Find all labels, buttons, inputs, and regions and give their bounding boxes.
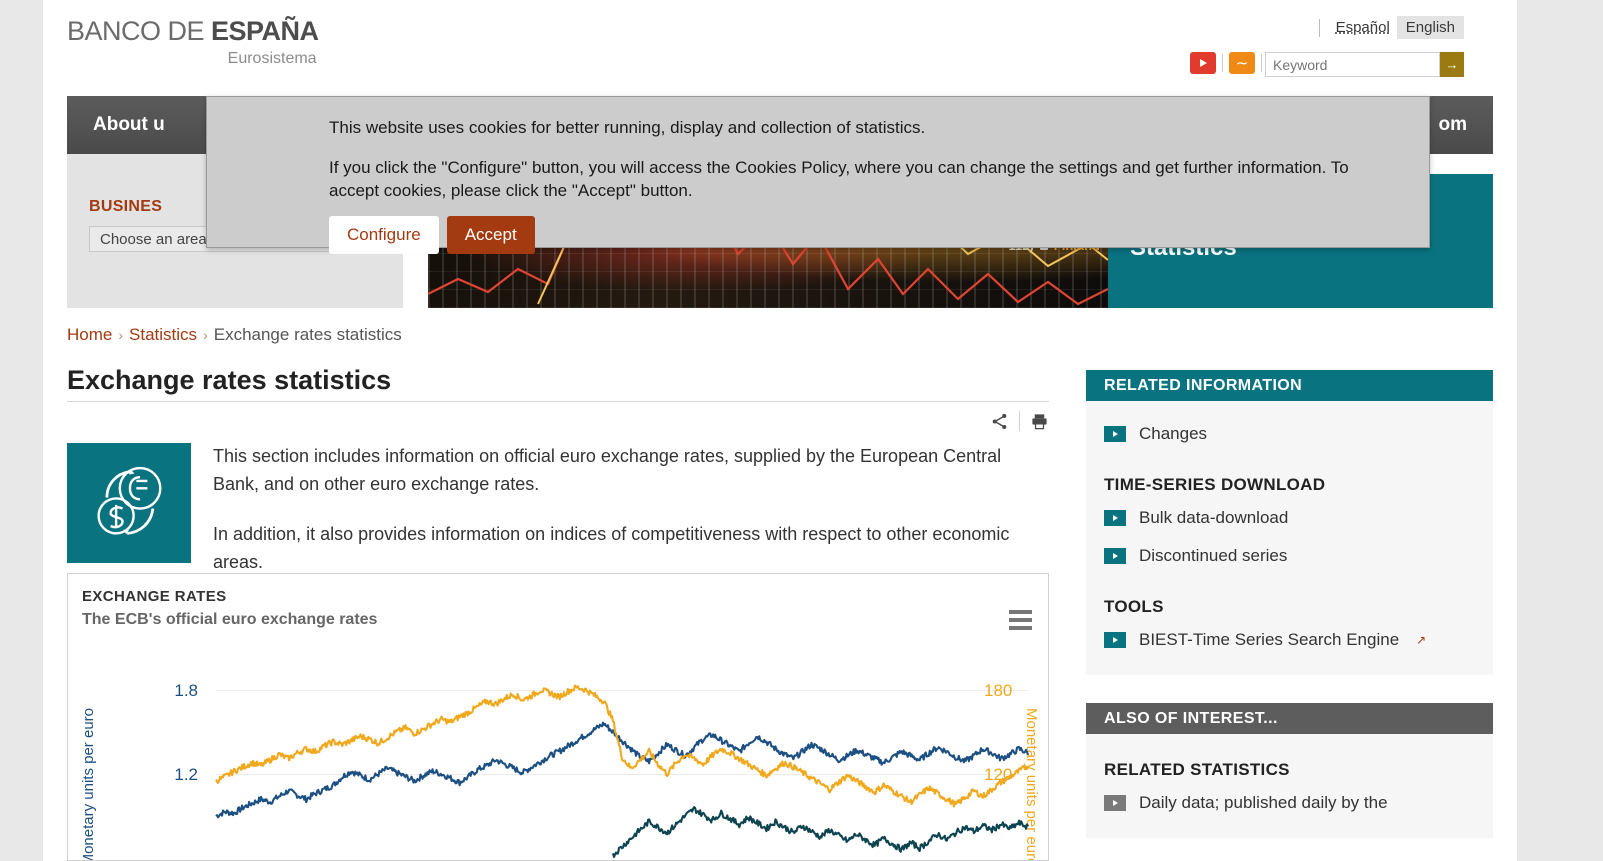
tools-divider [1019,411,1020,431]
chart-ytick-right: 180 [984,681,1013,700]
also-of-interest-body: RELATED STATISTICS Daily data; published… [1086,734,1493,838]
chart-ytick-left: 1.8 [174,681,198,700]
chart-y-axis-label-right: Monetary units per euro [1023,708,1040,861]
exchange-rates-chart-card: EXCHANGE RATES The ECB's official euro e… [67,573,1049,861]
chart-title: EXCHANGE RATES [82,588,227,605]
search-submit-button[interactable]: → [1440,52,1464,77]
sidebar-link-changes[interactable]: Changes [1104,415,1475,453]
arrow-bullet-icon [1104,548,1126,564]
intro-paragraph-1: This section includes information on off… [213,446,1002,494]
youtube-icon[interactable] [1190,52,1216,74]
page-tools [67,403,1049,431]
language-english[interactable]: English [1396,16,1464,39]
sidebar-link-label: Changes [1139,424,1208,443]
print-icon[interactable] [1030,412,1049,431]
sidebar-section-related-statistics: RELATED STATISTICS [1104,760,1290,779]
nav-item-newsroom[interactable]: om [1438,114,1468,135]
cookie-message-line1: This website uses cookies for better run… [329,118,926,137]
sidebar-section-time-series-download: TIME-SERIES DOWNLOAD [1104,475,1326,494]
social-divider [1261,54,1262,72]
related-information-body: Changes TIME-SERIES DOWNLOAD Bulk data-d… [1086,401,1493,675]
language-spanish[interactable]: Español [1335,19,1390,36]
configure-cookies-button[interactable]: Configure [329,216,439,255]
sidebar-link-label: Bulk data-download [1139,508,1289,527]
arrow-bullet-icon [1104,426,1126,442]
logo-secondary-text: Eurosistema [227,50,317,67]
sidebar-link-label: BIEST-Time Series Search Engine [1139,630,1400,649]
site-search: → [1265,52,1464,77]
language-switcher: Español English [1318,16,1464,39]
chart-ytick-left: 1.2 [174,765,198,784]
title-divider [67,401,1049,402]
chart-series-us-dollar [215,721,1030,819]
sidebar-link-label: Discontinued series [1139,546,1288,565]
chart-menu-icon[interactable] [1009,610,1032,630]
cookie-consent-dialog: This website uses cookies for better run… [206,96,1430,255]
breadcrumb: Home › Statistics › Exchange rates stati… [67,325,402,345]
banco-de-espana-logo[interactable]: BANCO DE ESPAÑA Eurosistema [67,16,319,68]
chart-plot-area: Monetary units per euro Monetary units p… [68,646,1048,861]
sidebar-link-daily-data[interactable]: Daily data; published daily by the [1104,784,1475,822]
breadcrumb-separator: › [118,327,124,343]
chart-series-japanese-yen [611,806,1029,859]
sidebar-link-discontinued-series[interactable]: Discontinued series [1104,537,1475,575]
accept-cookies-button[interactable]: Accept [446,216,535,255]
nav-item-about-us[interactable]: About u [93,114,165,135]
currency-exchange-icon [67,443,191,563]
chart-subtitle: The ECB's official euro exchange rates [82,611,378,628]
intro-text: This section includes information on off… [213,443,1033,577]
related-information-heading: RELATED INFORMATION [1086,370,1493,401]
intro-paragraph-2: In addition, it also provides informatio… [213,523,1010,572]
sidebar-section-tools: TOOLS [1104,597,1164,616]
site-header: BANCO DE ESPAÑA Eurosistema Español Engl… [43,0,1517,96]
external-link-icon: ↗ [1416,633,1427,647]
sidebar-link-biest[interactable]: BIEST-Time Series Search Engine ↗ [1104,621,1475,659]
business-areas-title: BUSINES [89,198,163,215]
chart-series-canvas [215,684,1030,859]
language-divider [1318,18,1320,37]
breadcrumb-current: Exchange rates statistics [213,325,402,344]
social-divider [1222,54,1223,72]
arrow-bullet-icon [1104,795,1126,811]
share-icon[interactable] [990,412,1009,431]
chart-gridline [216,690,1028,691]
breadcrumb-separator: › [203,327,208,343]
intro-block: This section includes information on off… [67,443,1033,577]
right-sidebar: RELATED INFORMATION Changes TIME-SERIES … [1086,370,1493,838]
search-input[interactable] [1265,52,1440,77]
breadcrumb-home[interactable]: Home [67,325,113,344]
breadcrumb-statistics[interactable]: Statistics [129,325,198,344]
site-shell: BANCO DE ESPAÑA Eurosistema Español Engl… [43,0,1517,861]
sidebar-link-label: Daily data; published daily by the [1139,793,1388,812]
cookie-message-line2: If you click the "Configure" button, you… [329,158,1349,200]
logo-primary-text: BANCO DE ESPAÑA [67,16,319,46]
also-of-interest-heading: ALSO OF INTEREST... [1086,703,1493,734]
rss-icon[interactable]: ∼ [1229,52,1255,74]
page-title: Exchange rates statistics [67,365,392,395]
chart-series-pound-sterling [215,684,1029,808]
chart-gridline [216,774,1028,775]
cookie-buttons: Configure Accept [207,202,1429,255]
arrow-bullet-icon [1104,510,1126,526]
sidebar-link-bulk-data-download[interactable]: Bulk data-download [1104,499,1475,537]
arrow-bullet-icon [1104,632,1126,648]
